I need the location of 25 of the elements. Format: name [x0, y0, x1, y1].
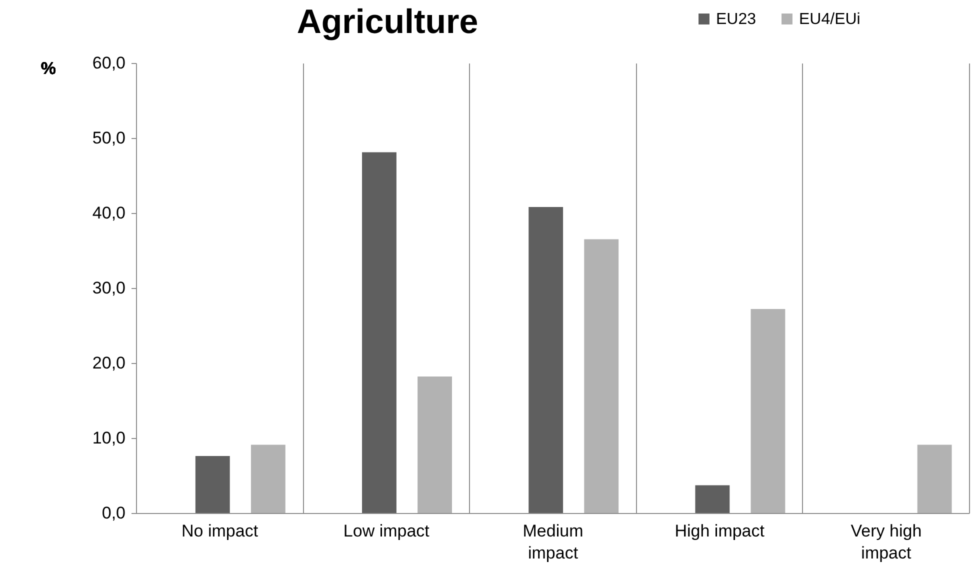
x-tick-label: No impact [182, 522, 258, 540]
x-tick-label: Low impact [343, 522, 430, 540]
bar [584, 239, 619, 513]
bar [362, 152, 396, 513]
y-tick-label: 40,0 [92, 204, 126, 222]
bar [528, 207, 564, 513]
chart-title: Agriculture [296, 3, 478, 41]
y-axis-title: % [40, 59, 56, 78]
x-tick-label: Very high impact [850, 522, 922, 562]
y-tick-label: 20,0 [92, 354, 126, 372]
x-tick-label: Medium impact [522, 522, 584, 562]
bar [418, 376, 452, 513]
bar [695, 485, 730, 513]
legend-label: EU4/EUi [799, 11, 860, 28]
y-tick-label: 0,0 [102, 504, 126, 522]
y-tick-label: 30,0 [92, 278, 126, 298]
y-tick-label: 60,0 [92, 54, 126, 72]
y-tick-label: 10,0 [92, 428, 126, 448]
y-tick-label: 50,0 [92, 128, 126, 148]
bar [750, 309, 786, 513]
bar [250, 444, 286, 513]
bar [195, 456, 230, 513]
bar [917, 444, 952, 513]
legend-label: EU23 [716, 11, 756, 28]
x-tick-label: High impact [674, 522, 765, 540]
